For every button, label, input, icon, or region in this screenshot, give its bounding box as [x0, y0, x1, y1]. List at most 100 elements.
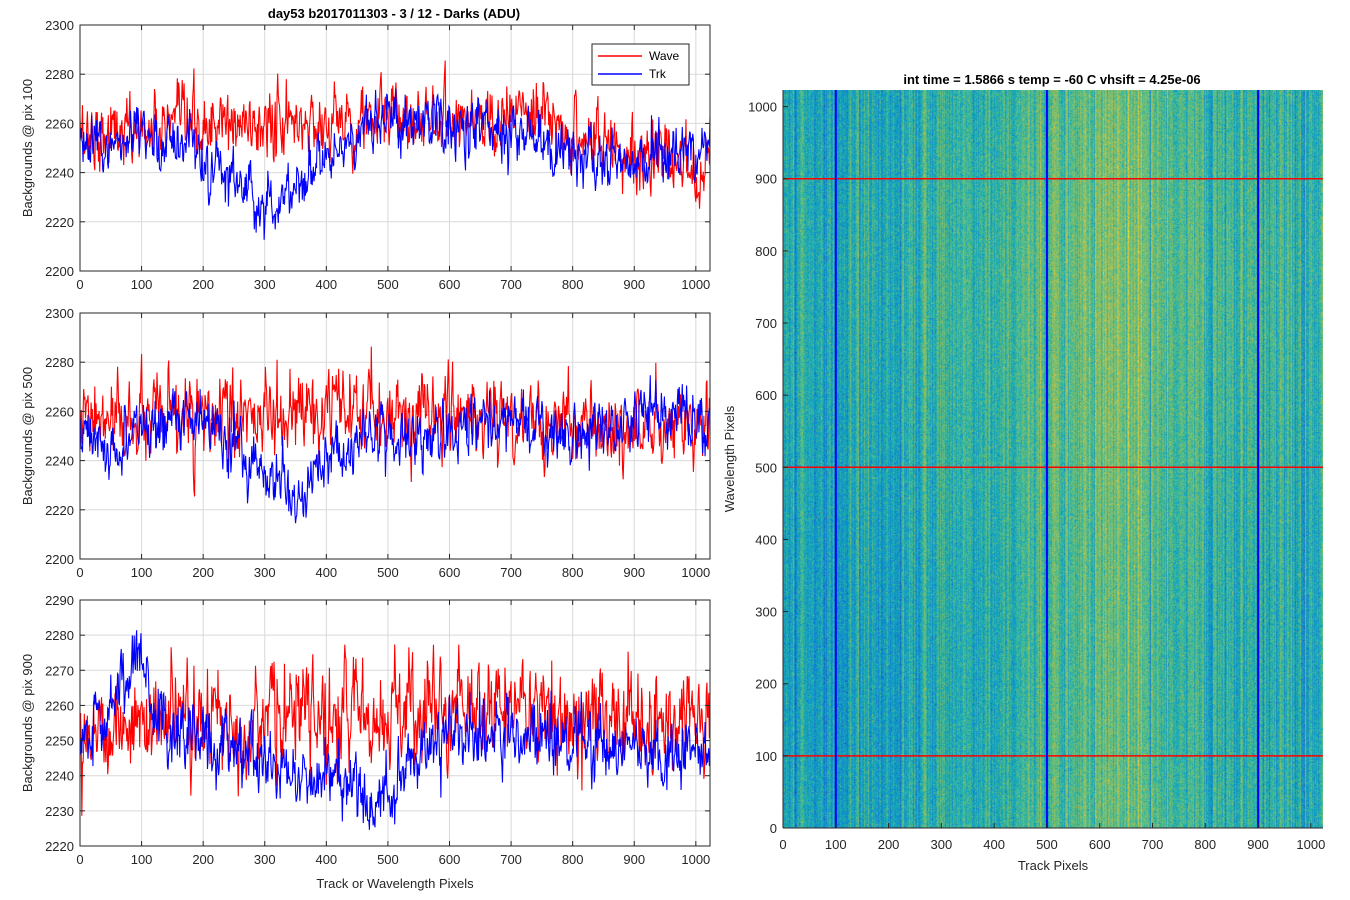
x-tick-label: 1000 [681, 852, 710, 867]
y-tick-label: 2200 [45, 552, 74, 567]
x-tick-label: 800 [562, 565, 584, 580]
plot-area [80, 313, 710, 559]
x-tick-label: 1000 [681, 277, 710, 292]
x-tick-label: 300 [254, 565, 276, 580]
y-tick-label: 2220 [45, 839, 74, 854]
x-tick-label: 700 [1142, 837, 1164, 852]
x-tick-label: 400 [983, 837, 1005, 852]
figure-title: day53 b2017011303 - 3 / 12 - Darks (ADU) [268, 6, 520, 21]
y-tick-label: 2280 [45, 628, 74, 643]
line-panel-2: 0 100 200 300 400 500 600 700 800 900 1000 2200 2220… [20, 306, 711, 580]
x-tick-label: 300 [931, 837, 953, 852]
y-tick-label: 2260 [45, 698, 74, 713]
x-tick-label: 300 [254, 852, 276, 867]
y-axis-label: Backgrounds @ pix 500 [20, 367, 35, 505]
y-tick-label: 2240 [45, 769, 74, 784]
plots-layer: 0 100 200 300 400 500 600 700 800 900 100022002220… [20, 18, 1325, 891]
x-tick-label: 500 [377, 565, 399, 580]
heatmap-title: int time = 1.5866 s temp = -60 C vhsift … [903, 72, 1200, 87]
y-tick-label: 100 [755, 749, 777, 764]
x-tick-label: 500 [377, 852, 399, 867]
y-tick-label: 2230 [45, 804, 74, 819]
x-tick-label: 100 [131, 565, 153, 580]
y-tick-label: 400 [755, 532, 777, 547]
y-tick-label: 800 [755, 244, 777, 259]
x-tick-label: 500 [377, 277, 399, 292]
legend-label-wave: Wave [649, 49, 680, 63]
y-tick-label: 2290 [45, 593, 74, 608]
y-tick-label: 2280 [45, 355, 74, 370]
x-tick-label: 1000 [1296, 837, 1325, 852]
y-tick-label: 2240 [45, 166, 74, 181]
y-tick-label: 700 [755, 316, 777, 331]
x-tick-label: 200 [192, 277, 214, 292]
x-tick-label: 900 [623, 565, 645, 580]
x-tick-label: 900 [623, 852, 645, 867]
y-tick-label: 2260 [45, 404, 74, 419]
x-tick-label: 500 [1036, 837, 1058, 852]
legend: Wave Trk [591, 43, 690, 86]
x-tick-label: 0 [76, 277, 83, 292]
y-tick-label: 2270 [45, 663, 74, 678]
x-tick-label: 300 [254, 277, 276, 292]
heatmap-image [783, 90, 1323, 828]
x-tick-label: 100 [131, 852, 153, 867]
legend-box [591, 43, 690, 86]
series-line-trk [80, 88, 710, 240]
series-line-trk [80, 630, 710, 830]
x-tick-label: 600 [439, 852, 461, 867]
y-tick-label: 2220 [45, 503, 74, 518]
x-tick-label: 800 [1194, 837, 1216, 852]
series-line-wave [80, 644, 710, 816]
x-tick-label: 700 [500, 852, 522, 867]
x-tick-label: 800 [562, 277, 584, 292]
y-tick-label: 500 [755, 460, 777, 475]
x-tick-label: 800 [562, 852, 584, 867]
y-tick-label: 2260 [45, 116, 74, 131]
y-axis-label: Wavelength Pixels [722, 405, 737, 512]
y-axis-label: Backgrounds @ pix 100 [20, 79, 35, 217]
axes-box [79, 312, 711, 560]
y-tick-label: 2200 [45, 264, 74, 279]
x-tick-label: 0 [76, 565, 83, 580]
y-axis-label: Backgrounds @ pix 900 [20, 654, 35, 792]
y-tick-label: 200 [755, 677, 777, 692]
x-tick-label: 900 [623, 277, 645, 292]
heatmap-panel: 0 100 200 300 400 500 600 700 800 900 1000 0 100 200 3… [722, 90, 1325, 873]
y-tick-label: 0 [770, 821, 777, 836]
axes-box [79, 599, 711, 847]
x-axis-label: Track Pixels [1018, 858, 1089, 873]
x-tick-label: 200 [192, 852, 214, 867]
x-tick-label: 600 [1089, 837, 1111, 852]
line-panel-3: 0 100 200 300 400 500 600 700 800 900 1000 2220 2230… [20, 593, 711, 891]
y-tick-label: 900 [755, 172, 777, 187]
x-axis-label: Track or Wavelength Pixels [316, 876, 474, 891]
x-tick-label: 700 [500, 277, 522, 292]
y-tick-label: 2300 [45, 306, 74, 321]
x-tick-label: 200 [878, 837, 900, 852]
y-tick-label: 2250 [45, 734, 74, 749]
line-panel-1: 0 100 200 300 400 500 600 700 800 900 1000 2200 2220… [20, 18, 711, 292]
x-tick-label: 0 [779, 837, 786, 852]
legend-label-trk: Trk [649, 67, 667, 81]
axes-box [79, 24, 711, 272]
x-tick-label: 600 [439, 277, 461, 292]
x-tick-label: 0 [76, 852, 83, 867]
y-tick-label: 2300 [45, 18, 74, 33]
series-line-trk [80, 375, 710, 524]
x-tick-label: 400 [315, 277, 337, 292]
x-tick-label: 100 [131, 277, 153, 292]
x-tick-label: 400 [315, 565, 337, 580]
x-tick-label: 400 [315, 852, 337, 867]
x-tick-label: 1000 [681, 565, 710, 580]
x-tick-label: 200 [192, 565, 214, 580]
y-tick-label: 300 [755, 605, 777, 620]
x-tick-label: 100 [825, 837, 847, 852]
x-tick-label: 900 [1247, 837, 1269, 852]
x-tick-label: 700 [500, 565, 522, 580]
y-tick-label: 2240 [45, 454, 74, 469]
y-tick-label: 1000 [748, 100, 777, 115]
x-tick-label: 600 [439, 565, 461, 580]
y-tick-label: 600 [755, 388, 777, 403]
